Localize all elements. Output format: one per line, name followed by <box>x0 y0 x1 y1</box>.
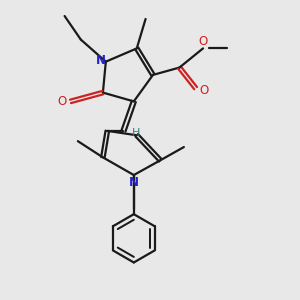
Text: N: N <box>129 176 139 189</box>
Text: O: O <box>198 35 208 48</box>
Text: N: N <box>95 54 106 67</box>
Text: O: O <box>199 84 208 97</box>
Text: H: H <box>132 128 140 138</box>
Text: O: O <box>57 95 66 108</box>
